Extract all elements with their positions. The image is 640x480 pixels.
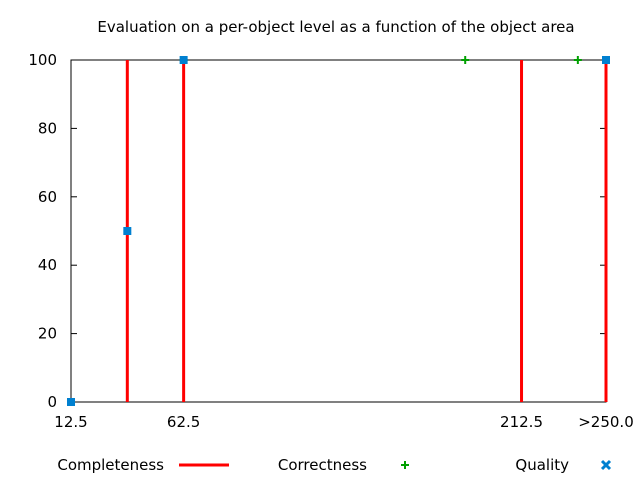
x-tick-label: 62.5 xyxy=(167,413,200,431)
x-tick-label: 12.5 xyxy=(54,413,87,431)
quality-point xyxy=(602,56,610,64)
legend-swatch-correctness xyxy=(401,461,409,469)
quality-point xyxy=(67,398,75,406)
plot-frame xyxy=(70,59,607,403)
y-tick-label: 60 xyxy=(38,188,57,206)
y-tick-label: 100 xyxy=(28,51,57,69)
quality-point xyxy=(123,227,132,235)
legend-label: Completeness xyxy=(57,456,164,474)
chart-title: Evaluation on a per-object level as a fu… xyxy=(97,18,574,36)
y-tick-label: 20 xyxy=(38,325,57,343)
axes: 0 20 40 60 80 100 12.5 62.5 212.5 >250.0 xyxy=(28,51,633,431)
x-tick-label: >250.0 xyxy=(578,413,634,431)
legend-label: Correctness xyxy=(278,456,367,474)
legend: Completeness Correctness Quality xyxy=(57,456,612,474)
plot-marks xyxy=(67,56,610,406)
correctness-point xyxy=(573,56,582,64)
cross-stroke-b xyxy=(600,459,612,471)
quality-point xyxy=(179,56,188,64)
y-tick-label: 80 xyxy=(38,119,57,137)
correctness-point xyxy=(461,56,470,64)
legend-swatch-quality xyxy=(600,459,612,471)
x-tick-label: 212.5 xyxy=(500,413,543,431)
y-tick-label: 40 xyxy=(38,256,57,274)
y-tick-label: 0 xyxy=(47,393,57,411)
legend-label: Quality xyxy=(515,456,569,474)
